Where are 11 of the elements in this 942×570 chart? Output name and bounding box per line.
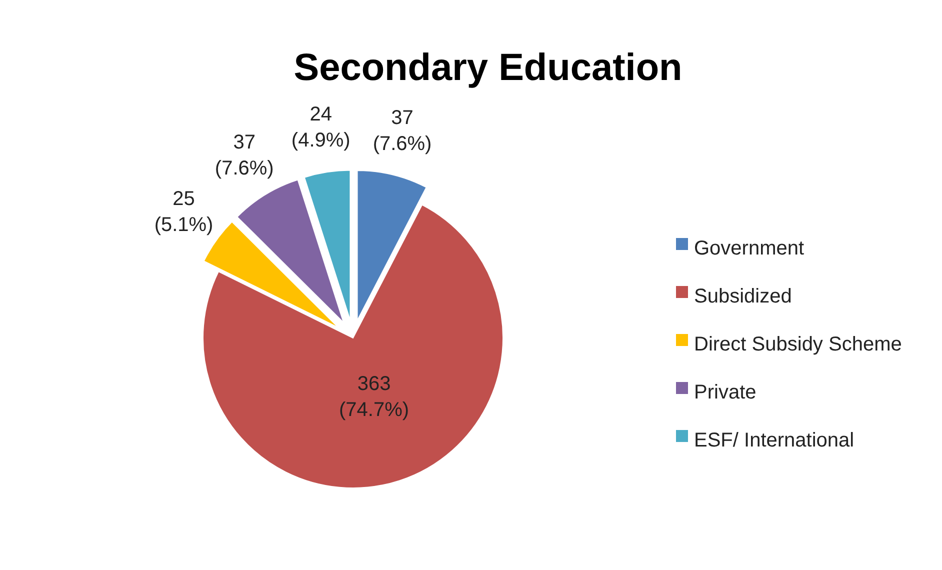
- data-label: 24 (4.9%): [291, 104, 350, 152]
- legend-label: Direct Subsidy Scheme: [694, 333, 902, 356]
- data-label: 25 (5.1%): [154, 188, 214, 236]
- data-label: 363 (74.7%): [339, 373, 410, 422]
- legend-label: ESF/ International: [694, 429, 854, 452]
- data-label: 37 (7.6%): [214, 132, 274, 180]
- legend-label: Government: [694, 237, 804, 260]
- legend-label: Private: [694, 381, 756, 404]
- data-label: 37 (7.6%): [372, 106, 432, 155]
- legend-label: Subsidized: [694, 285, 792, 308]
- chart-title: Secondary Education: [294, 47, 682, 89]
